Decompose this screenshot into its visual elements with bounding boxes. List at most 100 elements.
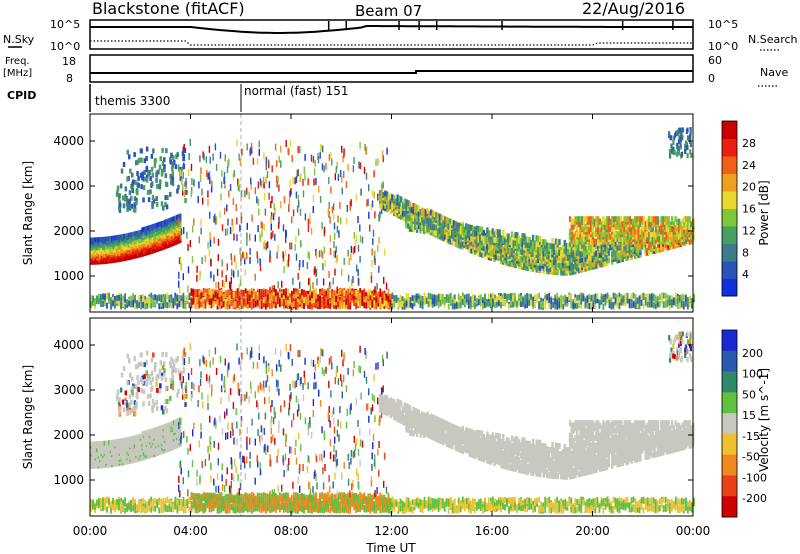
heatmap-cell — [449, 292, 452, 299]
heatmap-cell — [672, 298, 675, 305]
heatmap-cell — [346, 204, 348, 212]
heatmap-cell — [614, 297, 617, 304]
heatmap-cell — [367, 289, 370, 296]
heatmap-cell — [458, 222, 461, 229]
heatmap-cell — [542, 255, 545, 262]
heatmap-cell — [518, 300, 520, 307]
heatmap-cell — [250, 143, 253, 150]
heatmap-cell — [257, 181, 259, 189]
heatmap-cell — [306, 262, 309, 270]
heatmap-cell — [233, 233, 235, 241]
heatmap-cell — [140, 298, 143, 305]
heatmap-cell — [335, 289, 337, 296]
heatmap-cell — [592, 294, 595, 301]
heatmap-cell — [254, 273, 256, 281]
heatmap-cell — [465, 293, 468, 300]
heatmap-cell — [554, 249, 558, 256]
heatmap-cell — [102, 293, 104, 300]
heatmap-cell — [556, 300, 559, 307]
heatmap-cell — [384, 195, 387, 202]
heatmap-cell — [403, 198, 406, 205]
heatmap-cell — [479, 299, 482, 306]
heatmap-cell — [435, 295, 438, 302]
heatmap-cell — [287, 295, 289, 302]
heatmap-cell — [221, 224, 224, 232]
heatmap-cell — [164, 173, 168, 179]
heatmap-cell — [639, 244, 642, 250]
heatmap-cell — [465, 234, 468, 241]
heatmap-cell — [447, 296, 450, 303]
heatmap-cell — [377, 297, 380, 304]
heatmap-cell — [304, 173, 306, 181]
heatmap-cell — [378, 202, 382, 209]
heatmap-cell — [241, 148, 243, 156]
heatmap-cell — [353, 157, 355, 164]
heatmap-cell — [650, 301, 653, 308]
heatmap-cell — [232, 198, 235, 206]
heatmap-cell — [174, 299, 177, 306]
heatmap-cell — [154, 158, 157, 163]
heatmap-cell — [415, 216, 419, 223]
heatmap-cell — [144, 295, 147, 302]
heatmap-cell — [676, 302, 679, 309]
heatmap-cell — [309, 212, 311, 220]
heatmap-cell — [359, 162, 362, 170]
heatmap-cell — [124, 293, 126, 300]
heatmap-cell — [449, 298, 452, 305]
heatmap-cell — [514, 232, 517, 238]
heatmap-cell — [407, 302, 410, 309]
heatmap-cell — [311, 297, 313, 304]
heatmap-cell — [337, 301, 339, 308]
heatmap-cell — [139, 229, 143, 235]
heatmap-cell — [179, 169, 181, 177]
heatmap-cell — [553, 246, 556, 253]
heatmap-cell — [164, 297, 167, 304]
heatmap-cell — [221, 279, 224, 287]
heatmap-cell — [90, 237, 93, 243]
heatmap-cell — [170, 152, 173, 158]
heatmap-cell — [454, 227, 457, 234]
heatmap-cell — [480, 251, 484, 258]
station-title: Blackstone (fitACF) — [92, 0, 245, 18]
heatmap-cell — [500, 301, 502, 308]
heatmap-cell — [199, 175, 202, 182]
heatmap-cell — [353, 231, 355, 239]
heatmap-cell — [574, 216, 577, 223]
heatmap-cell — [662, 292, 665, 299]
heatmap-cell — [269, 286, 271, 294]
heatmap-cell — [208, 298, 211, 305]
heatmap-cell — [401, 202, 405, 209]
heatmap-cell — [240, 294, 243, 301]
heatmap-cell — [691, 299, 693, 305]
heatmap-cell — [170, 179, 173, 185]
heatmap-cell — [217, 254, 219, 262]
heatmap-cell — [609, 244, 612, 251]
heatmap-cell — [140, 184, 143, 190]
heatmap-cell — [383, 248, 386, 256]
heatmap-cell — [323, 165, 325, 173]
heatmap-cell — [558, 239, 561, 246]
heatmap-cell — [323, 296, 325, 303]
heatmap-cell — [407, 214, 410, 221]
heatmap-cell — [176, 188, 179, 194]
heatmap-cell — [600, 296, 603, 303]
heatmap-cell — [660, 297, 663, 304]
heatmap-cell — [262, 297, 265, 304]
heatmap-cell — [502, 293, 504, 300]
heatmap-cell — [477, 226, 480, 232]
heatmap-cell — [604, 231, 607, 238]
heatmap-cell — [317, 156, 320, 164]
heatmap-cell — [349, 203, 351, 211]
heatmap-cell — [393, 195, 396, 202]
heatmap-cell — [502, 298, 504, 305]
heatmap-cell — [646, 242, 649, 249]
heatmap-cell — [510, 261, 514, 268]
heatmap-cell — [490, 302, 492, 309]
heatmap-cell — [484, 301, 486, 308]
heatmap-cell — [210, 302, 213, 309]
heatmap-cell — [260, 180, 262, 188]
heatmap-cell — [635, 247, 639, 254]
heatmap-cell — [465, 224, 468, 230]
heatmap-cell — [593, 260, 596, 267]
heatmap-cell — [210, 298, 213, 305]
